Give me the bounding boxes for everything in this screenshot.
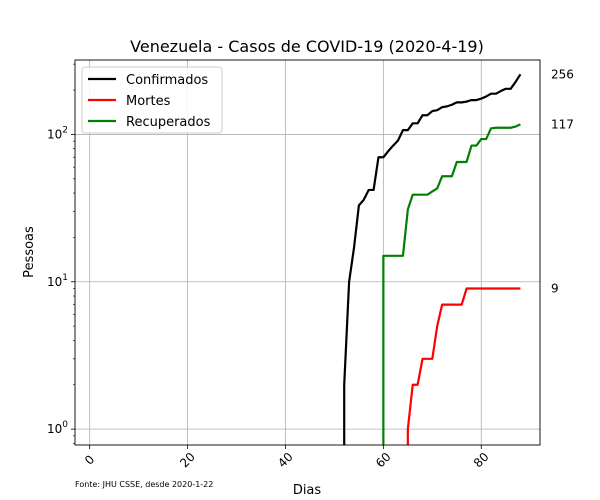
plot-frame [74, 59, 541, 446]
x-tick-label: 0 [82, 452, 97, 467]
legend-label-confirmados: Confirmados [126, 73, 208, 88]
source-footnote: Fonte: JHU CSSE, desde 2020-1-22 [75, 480, 213, 489]
end-label-confirmados: 256 [551, 67, 574, 81]
chart-title: Venezuela - Casos de COVID-19 (2020-4-19… [130, 37, 484, 56]
legend: Confirmados Mortes Recuperados [81, 66, 223, 134]
x-tick-label: 80 [471, 450, 492, 471]
series-lines [343, 73, 522, 445]
series-end-labels: 256 9 117 [551, 67, 574, 295]
y-tick-label: 102 [47, 125, 68, 141]
x-axis-label: Dias [293, 483, 322, 498]
series-line-confirmados [343, 73, 522, 445]
y-axis-ticks: 100 101 102 [47, 63, 75, 444]
legend-box [81, 66, 223, 134]
legend-label-recuperados: Recuperados [126, 115, 211, 130]
x-tick-label: 60 [373, 450, 394, 471]
y-tick-label: 101 [47, 273, 68, 289]
legend-label-mortes: Mortes [126, 94, 171, 109]
series-line-mortes [406, 287, 521, 445]
y-axis-label: Pessoas [22, 226, 37, 278]
y-tick-label: 100 [47, 420, 68, 436]
end-label-recuperados: 117 [551, 117, 574, 131]
series-line-recuperados [382, 123, 521, 445]
x-tick-label: 20 [177, 450, 198, 471]
x-tick-label: 40 [275, 450, 296, 471]
end-label-mortes: 9 [551, 282, 559, 296]
x-axis-ticks: 0 20 40 60 80 [82, 445, 492, 470]
